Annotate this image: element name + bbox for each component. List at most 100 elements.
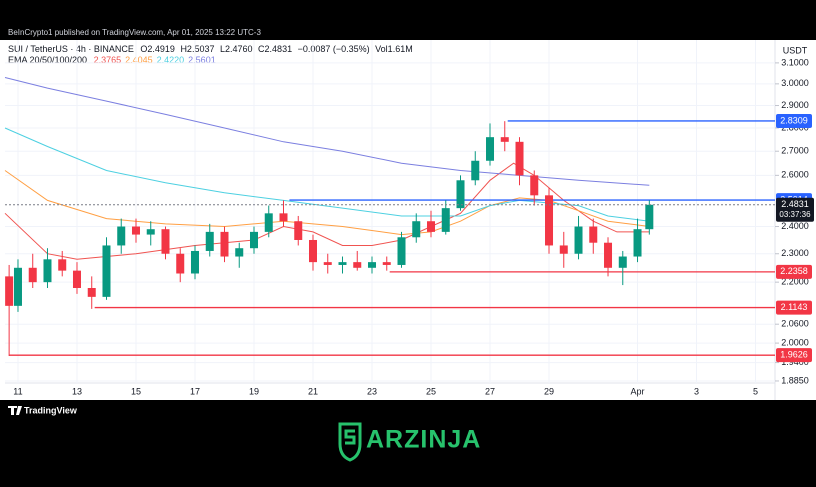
candle-body [545, 195, 554, 246]
ema-line [4, 127, 650, 222]
candle-body [161, 229, 170, 254]
y-tick-label: 2.4000 [781, 221, 809, 231]
candle-body [382, 262, 391, 265]
y-tick-label: 1.8850 [781, 375, 809, 385]
candle-body [72, 270, 81, 288]
candle-body [190, 250, 199, 274]
ema-line [4, 77, 650, 186]
ema-value: 2.5601 [188, 55, 216, 65]
x-tick-label: Apr [631, 386, 645, 396]
candle-body [28, 267, 37, 283]
header: SUI / TetherUS · 4h · BINANCE O2.4919 H2… [8, 44, 413, 54]
candle-body [294, 221, 303, 240]
candle-body [412, 221, 421, 238]
brand-bar [0, 400, 816, 420]
ohlc: O2.4919 [140, 44, 175, 54]
brand-icon [8, 406, 22, 415]
candle-body [205, 231, 214, 251]
x-tick-label: 19 [249, 386, 259, 396]
ema-label: EMA 20/50/100/200 [8, 55, 87, 65]
candle-body [427, 221, 436, 232]
candle-body [353, 262, 362, 268]
candle-body [58, 259, 67, 271]
countdown: 03:37:36 [779, 210, 811, 219]
watermark-logo [338, 422, 362, 462]
candle-body [176, 253, 185, 274]
x-tick-label: 5 [753, 386, 758, 396]
x-tick-label: 27 [485, 386, 495, 396]
x-tick-label: 21 [308, 386, 318, 396]
x-tick-label: 29 [544, 386, 554, 396]
x-tick-label: 23 [367, 386, 377, 396]
level-box [776, 348, 812, 363]
level-box [776, 264, 812, 279]
y-tick-label: 2.0000 [781, 337, 809, 347]
candle-body [486, 137, 495, 161]
y-tick-label: 2.0600 [781, 319, 809, 329]
candle-body [471, 160, 480, 181]
candle-body [604, 242, 613, 268]
ohlc: L2.4760 [220, 44, 253, 54]
candle-body [618, 256, 627, 268]
level-box [776, 300, 812, 315]
candle-body [146, 229, 155, 235]
candle-body [515, 141, 524, 176]
logo-shield [338, 422, 362, 462]
candle-body [131, 226, 140, 235]
last-price-box [776, 197, 814, 222]
candle-body [323, 262, 332, 265]
level-box [776, 113, 812, 128]
candle-body [102, 245, 111, 297]
x-tick-label: 13 [72, 386, 82, 396]
y-tick-label: 2.2000 [781, 277, 809, 287]
candle-body [13, 267, 22, 306]
ohlc: C2.4831 [258, 44, 292, 54]
candle-body [645, 204, 654, 230]
publisher: BeInCrypto1 published on TradingView.com… [8, 28, 261, 37]
level-label: 2.2358 [780, 266, 808, 276]
candle-body [220, 231, 229, 257]
level-label: 2.1143 [781, 302, 808, 312]
ema-legend: EMA 20/50/100/200 2.3765 2.4045 2.4220 2.56… [8, 55, 216, 65]
x-tick-label: 3 [694, 386, 699, 396]
ema-value: 2.3765 [94, 55, 122, 65]
candle-body [500, 137, 509, 142]
candle-body [87, 287, 96, 297]
y-tick-label: 2.6000 [781, 170, 809, 180]
candle-body [43, 259, 52, 283]
candle-body [589, 226, 598, 243]
y-tick-label: 2.7000 [781, 146, 809, 156]
ema-value: 2.4045 [125, 55, 153, 65]
ohlc: Vol1.61M [375, 44, 413, 54]
candle-body [338, 262, 347, 265]
level-label: 1.9626 [780, 350, 808, 360]
candle-body [397, 237, 406, 265]
candle-body [264, 213, 273, 232]
y-tick-label: 2.9000 [781, 100, 809, 110]
candle-body [249, 231, 258, 249]
candle-body [235, 248, 244, 257]
candle-body [456, 180, 465, 209]
y-tick-label: 2.3000 [781, 248, 809, 258]
candle-body [279, 213, 288, 222]
logo-s [344, 429, 356, 445]
candle-body [559, 245, 568, 254]
ohlc: −0.0087 (−0.35%) [298, 44, 370, 54]
candle-body [441, 208, 450, 232]
candle-body [309, 239, 317, 263]
candle-body [117, 226, 126, 246]
ohlc: H2.5037 [180, 44, 214, 54]
last-price-label: 2.4831 [781, 199, 809, 209]
candle-body [530, 175, 539, 196]
plot [4, 40, 775, 383]
candle-body [633, 229, 642, 257]
candle-body [574, 226, 583, 254]
brand-text: TradingView [24, 405, 78, 415]
symbol: SUI / TetherUS · 4h · BINANCE [8, 44, 134, 54]
watermark: ARZINJA [366, 426, 481, 454]
level-label: 2.8309 [780, 115, 808, 125]
candle-body [368, 262, 377, 268]
x-tick-label: 15 [131, 386, 141, 396]
x-tick-label: 17 [190, 386, 200, 396]
